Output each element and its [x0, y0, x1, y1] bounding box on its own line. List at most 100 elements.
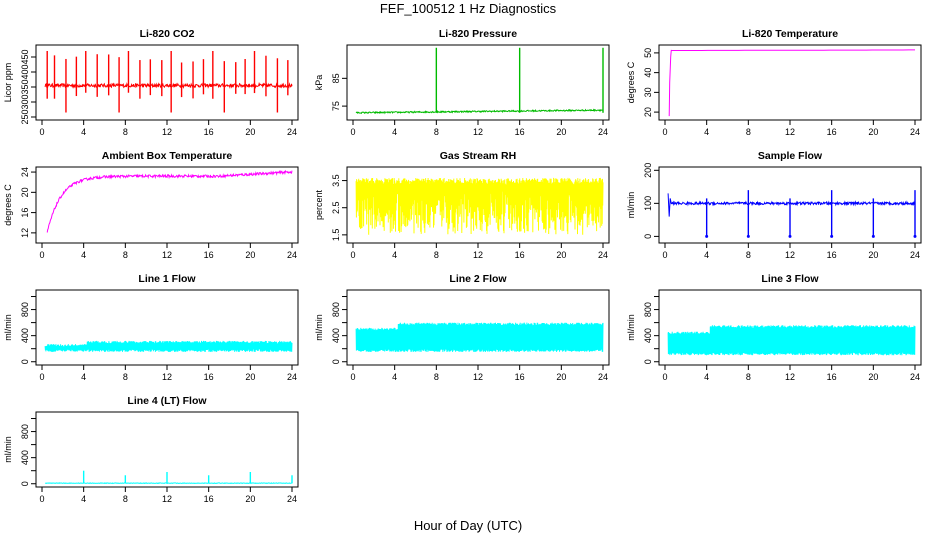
spike-point: [746, 234, 750, 238]
y-tick-label: 400: [20, 450, 30, 465]
panel-title: Li-820 CO2: [140, 28, 195, 40]
y-tick-label: 20: [643, 107, 653, 117]
x-tick-label: 12: [785, 127, 795, 137]
x-tick-label: 24: [287, 372, 297, 382]
y-tick-label: 100: [643, 196, 653, 211]
y-tick-label: 16: [20, 208, 30, 218]
panel-line-2-flow: Line 2 Flow 0 4 8 12 16 20 24 0 400 800 ml/min: [314, 273, 610, 382]
panel-title: Line 2 Flow: [449, 273, 507, 285]
x-tick-label: 4: [392, 127, 397, 137]
x-tick-label: 16: [204, 494, 214, 504]
x-tick-label: 4: [81, 250, 86, 260]
x-tick-label: 8: [746, 127, 751, 137]
x-tick-label: 20: [556, 127, 566, 137]
x-tick-label: 20: [556, 372, 566, 382]
x-tick-label: 4: [392, 372, 397, 382]
y-tick-label: 0: [643, 359, 653, 364]
x-tick-label: 16: [204, 250, 214, 260]
x-tick-label: 4: [392, 250, 397, 260]
x-tick-label: 8: [746, 372, 751, 382]
x-tick-label: 16: [827, 127, 837, 137]
x-tick-label: 20: [245, 372, 255, 382]
y-tick-label: 450: [20, 49, 30, 64]
y-tick-label: 800: [331, 302, 341, 317]
panel-line-3-flow: Line 3 Flow 0 4 8 12 16 20 24 0 400 800 ml/min: [626, 273, 922, 382]
x-tick-label: 24: [598, 372, 608, 382]
y-axis-label: Licor ppm: [3, 63, 13, 103]
x-tick-label: 24: [910, 372, 920, 382]
x-tick-label: 0: [662, 127, 667, 137]
x-tick-label: 20: [868, 250, 878, 260]
x-tick-label: 12: [162, 494, 172, 504]
x-tick-label: 24: [910, 127, 920, 137]
plot-frame: [346, 44, 610, 121]
panel-line-4-lt-flow: Line 4 (LT) Flow 0 4 8 12 16 20 24 0 400 800 ml/min: [3, 395, 299, 504]
x-tick-label: 12: [473, 250, 483, 260]
series-line: [667, 193, 916, 217]
x-tick-label: 16: [515, 127, 525, 137]
x-tick-label: 20: [868, 372, 878, 382]
x-tick-label: 0: [350, 250, 355, 260]
series-line: [44, 482, 293, 485]
y-tick-label: 400: [20, 328, 30, 343]
y-tick-label: 250: [20, 109, 30, 124]
y-axis-label: degrees C: [626, 61, 636, 103]
y-tick-label: 12: [20, 228, 30, 238]
x-tick-label: 8: [434, 372, 439, 382]
x-tick-label: 4: [81, 372, 86, 382]
series-line: [668, 49, 915, 117]
plot-frame: [35, 166, 299, 244]
panel-title: Gas Stream RH: [440, 150, 516, 162]
y-tick-label: 400: [20, 64, 30, 79]
x-tick-label: 20: [245, 250, 255, 260]
x-tick-label: 8: [123, 127, 128, 137]
plot-frame: [35, 44, 299, 121]
y-tick-label: 0: [331, 359, 341, 364]
y-tick-label: 0: [20, 481, 30, 486]
panel-ambient-box-temperature: Ambient Box Temperature 0 4 8 12 16 20 24 12 16 20…: [3, 150, 299, 260]
spike-point: [830, 234, 834, 238]
panel-title: Li-820 Pressure: [439, 28, 517, 40]
x-tick-label: 12: [473, 127, 483, 137]
figure-title: FEF_100512 1 Hz Diagnostics: [379, 1, 557, 16]
y-axis-label: kPa: [314, 75, 324, 91]
x-tick-label: 0: [350, 372, 355, 382]
y-tick-label: 800: [20, 302, 30, 317]
x-tick-label: 0: [39, 372, 44, 382]
x-tick-label: 16: [515, 250, 525, 260]
spike-point: [705, 234, 709, 238]
x-tick-label: 12: [473, 372, 483, 382]
x-tick-label: 20: [245, 127, 255, 137]
panel-gas-stream-rh: Gas Stream RH 0 4 8 12 16 20 24 1.5 2.5 3.5 percent: [314, 150, 610, 260]
series-line: [355, 322, 604, 353]
x-tick-label: 12: [785, 372, 795, 382]
x-tick-label: 0: [662, 250, 667, 260]
panel-title: Li-820 Temperature: [742, 28, 838, 40]
x-tick-label: 24: [287, 127, 297, 137]
x-tick-label: 4: [81, 127, 86, 137]
x-tick-label: 24: [598, 250, 608, 260]
panel-li-820-temperature: Li-820 Temperature 0 4 8 12 16 20 24 20 30 40 50 deg…: [626, 28, 922, 137]
panel-title: Sample Flow: [758, 150, 823, 162]
y-tick-label: 300: [20, 94, 30, 109]
y-tick-label: 400: [643, 328, 653, 343]
y-axis-label: ml/min: [626, 192, 636, 219]
x-tick-label: 4: [81, 494, 86, 504]
x-tick-label: 8: [123, 372, 128, 382]
x-axis-title: Hour of Day (UTC): [413, 518, 523, 533]
panel-title: Line 4 (LT) Flow: [127, 395, 207, 407]
x-tick-label: 4: [704, 250, 709, 260]
panel-li-820-pressure: Li-820 Pressure 0 4 8 12 16 20 24 75 85 kPa: [314, 28, 610, 137]
y-tick-label: 3.5: [331, 174, 341, 187]
x-tick-label: 12: [162, 250, 172, 260]
y-tick-label: 2.5: [331, 201, 341, 214]
panel-title: Line 1 Flow: [138, 273, 196, 285]
x-tick-label: 4: [704, 372, 709, 382]
y-tick-label: 800: [643, 302, 653, 317]
spike-point: [913, 234, 917, 238]
y-tick-label: 0: [643, 234, 653, 239]
x-tick-label: 8: [434, 127, 439, 137]
y-tick-label: 0: [20, 359, 30, 364]
x-tick-label: 16: [827, 372, 837, 382]
